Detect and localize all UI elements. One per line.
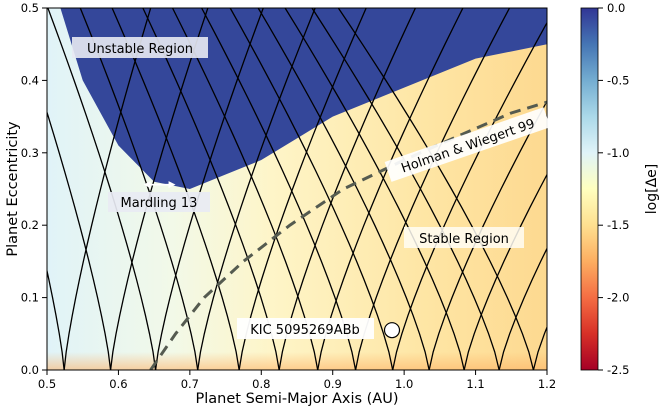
y-axis-ticks: 0.0 0.1 0.2 0.3 0.4 0.5 [21,1,47,377]
plot-frame [46,7,548,371]
resonance-line [197,8,316,370]
colorbar-tick-label: -2.5 [607,363,629,377]
resonance-lines [47,8,547,370]
y-tick-label: 0.5 [21,1,39,15]
mardling-label: Mardling 13 [121,196,198,211]
resonance-line [229,8,394,370]
planet-marker [383,322,401,339]
resonance-line [79,8,199,370]
x-tick-label: 0.7 [181,377,199,391]
y-tick-label: 0.2 [21,218,39,232]
resonance-line [47,8,157,370]
resonance-line [47,267,65,370]
planet-label: KIC 5095269ABb [250,323,360,338]
resonance-line [317,8,464,370]
y-axis-label: Planet Eccentricity [5,121,21,257]
colorbar-label: log[Δe] [644,164,660,214]
mardling-arrow-head-right [168,181,176,189]
resonance-line [109,8,209,370]
resonance-line [154,8,264,370]
unstable-region-label: Unstable Region [87,42,193,57]
x-tick-label: 1.0 [395,377,413,391]
bottom-glow [47,352,547,370]
annotation-stable-region: Stable Region [404,227,524,248]
resonance-line [171,8,319,370]
resonance-line [337,8,535,370]
colorbar-tick-label: -1.5 [607,218,629,232]
resonance-line [498,246,547,370]
resonance-line [311,8,500,370]
resonance-line [238,8,367,370]
colorbar-tick-label: 0.0 [607,1,625,15]
x-tick-label: 1.1 [466,377,484,391]
annotation-planet: KIC 5095269ABb [237,318,401,339]
colorbar-tick-label: -0.5 [607,73,629,87]
x-tick-label: 1.2 [538,377,556,391]
x-tick-label: 0.9 [324,377,342,391]
colorbar-gradient [580,7,599,371]
colorbar-tick-label: -2.0 [607,291,629,305]
x-axis-ticks: 0.5 0.6 0.7 0.8 0.9 1.0 1.1 1.2 [38,370,556,391]
mardling-arrow-head-left [143,181,151,189]
holman-wiegert-curve [149,100,547,370]
resonance-line [47,110,112,370]
resonance-line [63,8,152,370]
x-axis-label: Planet Semi-Major Axis (AU) [196,391,399,407]
resonance-line [111,8,240,370]
stable-region-label: Stable Region [419,232,509,247]
x-tick-label: 0.6 [109,377,127,391]
resonance-line [428,99,547,370]
resonance-line [201,8,357,370]
y-tick-label: 0.0 [21,363,39,377]
colorbar-tick-label: -1.0 [607,146,629,160]
resonance-line [142,8,280,370]
colorbar-ticks: 0.0 -0.5 -1.0 -1.5 -2.0 -2.5 [598,1,629,377]
annotation-mardling: Mardling 13 [108,181,210,212]
resonance-line [392,21,547,370]
annotation-unstable-region: Unstable Region [72,37,208,58]
x-tick-label: 0.8 [252,377,270,391]
resonance-line [257,8,430,370]
x-tick-label: 0.5 [38,377,56,391]
y-tick-label: 0.4 [21,73,39,87]
resonance-line [278,8,417,370]
resonance-line [463,173,547,370]
heatmap-plot-area [47,8,547,370]
y-tick-label: 0.1 [21,291,39,305]
y-tick-label: 0.3 [21,146,39,160]
colorbar: 0.0 -0.5 -1.0 -1.5 -2.0 -2.5 log[Δe] [580,1,660,377]
resonance-line [284,8,465,370]
